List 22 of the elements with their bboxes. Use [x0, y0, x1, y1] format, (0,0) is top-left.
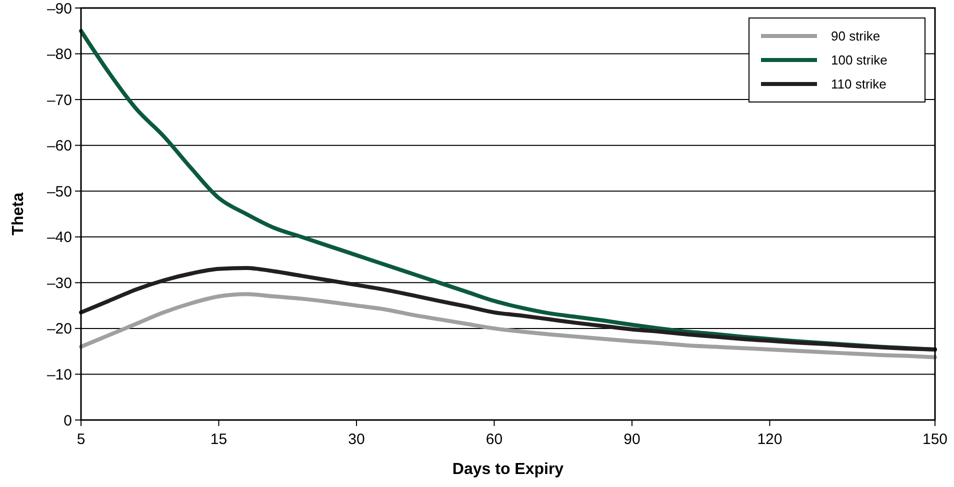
x-tick-label: 30 [348, 431, 365, 448]
x-tick-label: 120 [757, 431, 782, 448]
y-tick-label: –80 [46, 46, 72, 64]
x-tick-label: 60 [486, 431, 503, 448]
x-tick-label: 15 [210, 431, 228, 448]
y-tick-label: –10 [46, 366, 72, 384]
y-tick-label: –70 [46, 92, 72, 109]
y-axis-title: Theta [10, 192, 27, 236]
y-tick-label: –60 [46, 138, 72, 155]
legend-label: 100 strike [831, 52, 888, 68]
y-tick-label: –40 [46, 229, 72, 246]
x-axis-title: Days to Expiry [452, 461, 564, 478]
y-tick-label: –20 [46, 320, 72, 338]
legend-label: 110 strike [831, 76, 886, 92]
y-tick-label: 0 [64, 412, 72, 430]
x-tick-label: 90 [624, 431, 640, 448]
y-tick-label: –30 [46, 274, 72, 292]
legend-label: 90 strike [831, 28, 880, 44]
x-tick-label: 150 [922, 431, 948, 448]
y-tick-label: –90 [46, 0, 72, 18]
y-tick-label: –50 [46, 183, 72, 200]
x-tick-label: 5 [76, 431, 86, 448]
